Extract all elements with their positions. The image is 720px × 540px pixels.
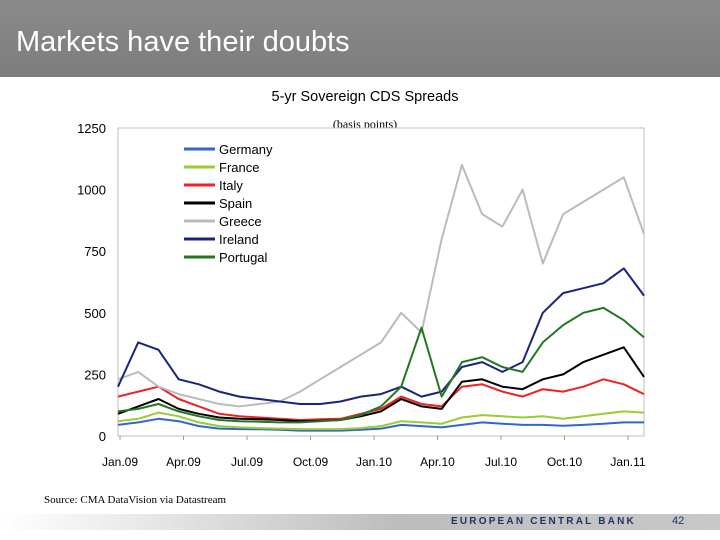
x-tick-label: Jul.09 (231, 455, 263, 469)
x-tick-label: Jan.11 (610, 455, 645, 469)
slide-title: Markets have their doubts (16, 26, 350, 58)
chart-title: 5-yr Sovereign CDS Spreads (271, 89, 459, 105)
plot-area (117, 127, 645, 437)
series-line-greece (117, 164, 645, 408)
cds-spread-chart: 0 250 500 750 1000 1250 Jan.09 Apr.09 Jul.09 Oct… (77, 121, 646, 469)
series-line-italy (117, 378, 645, 421)
title-bar: Markets have their doubts (0, 0, 720, 77)
legend: Germany France Italy Spain Greece Ireland Port… (184, 142, 273, 265)
footer-brand: EUROPEAN CENTRAL BANK (451, 516, 636, 527)
legend-label: Ireland (219, 232, 259, 247)
series-line-france (117, 410, 645, 431)
series-line-germany (117, 417, 644, 432)
page-number: 42 (672, 515, 685, 527)
x-tick-label: Oct.10 (547, 455, 583, 469)
x-tick-label: Apr.10 (420, 455, 455, 469)
legend-label: France (219, 160, 259, 175)
x-tick-label: Jul.10 (485, 455, 517, 469)
legend-label: Greece (219, 214, 262, 229)
footer-bar (0, 514, 720, 530)
legend-label: Portugal (219, 250, 268, 265)
x-tick-label: Oct.09 (293, 455, 329, 469)
y-tick-label: 1250 (77, 121, 106, 136)
legend-label: Spain (219, 196, 252, 211)
series-lines (117, 164, 645, 432)
x-tick-label: Jan.10 (356, 455, 392, 469)
series-line-spain (117, 346, 645, 423)
y-tick-label: 1000 (77, 183, 106, 198)
legend-label: Italy (219, 178, 243, 193)
series-line-portugal (117, 306, 645, 424)
y-axis: 0 250 500 750 1000 1250 (77, 121, 106, 444)
series-line-ireland (117, 267, 645, 405)
y-tick-label: 750 (84, 244, 106, 259)
legend-label: Germany (219, 142, 273, 157)
x-tick-label: Jan.09 (102, 455, 138, 469)
y-tick-label: 500 (84, 306, 106, 321)
x-axis: Jan.09 Apr.09 Jul.09 Oct.09 Jan.10 Apr.10 Jul.… (102, 436, 646, 469)
source-note: Source: CMA DataVision via Datastream (44, 494, 227, 506)
y-tick-label: 250 (84, 367, 106, 382)
y-tick-label: 0 (99, 429, 106, 444)
x-tick-label: Apr.09 (166, 455, 201, 469)
